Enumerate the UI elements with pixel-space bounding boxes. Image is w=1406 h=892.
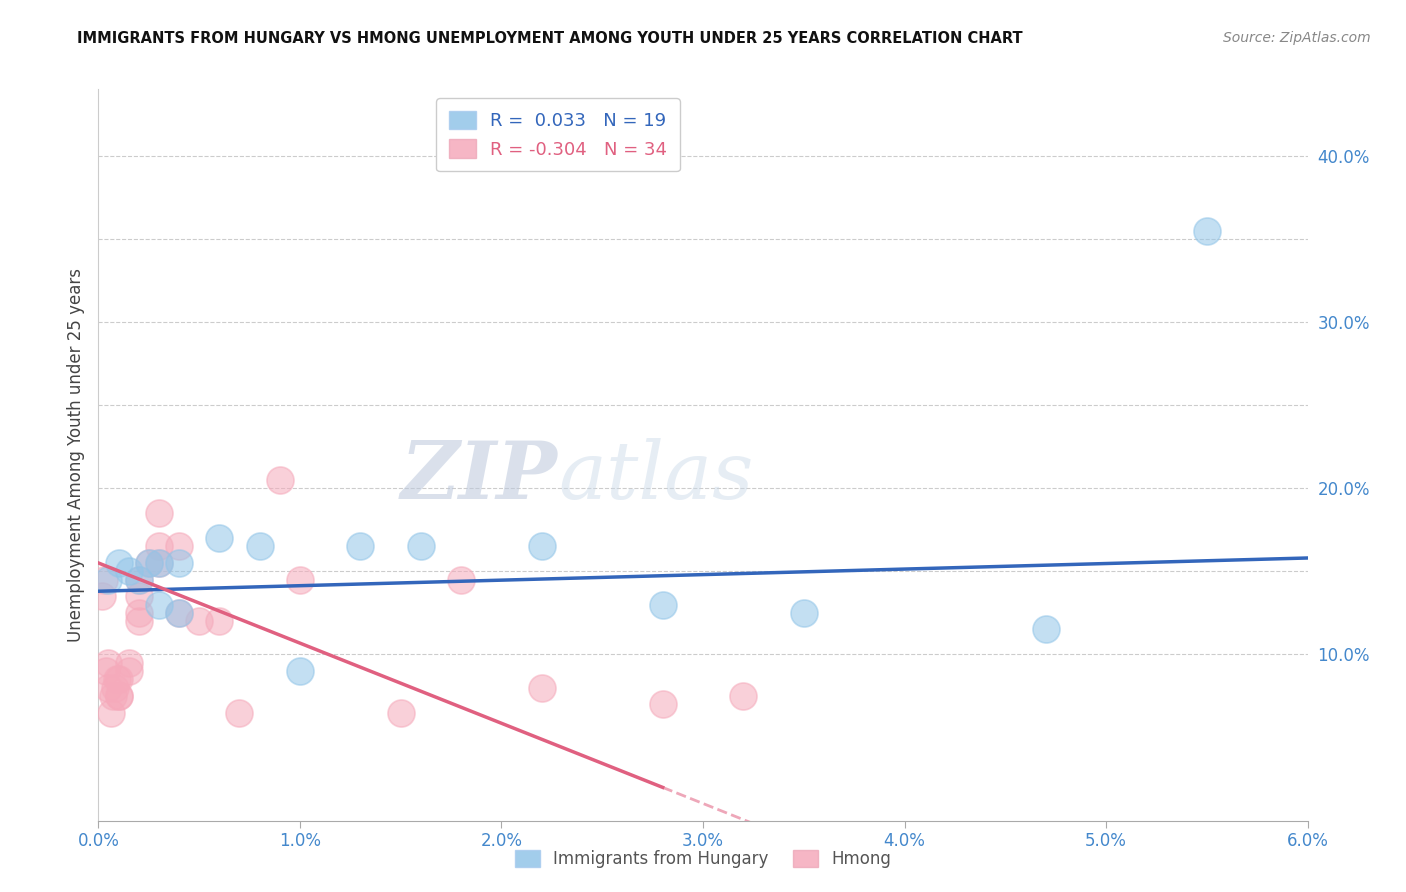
Point <box>107 689 129 703</box>
Point <box>128 573 150 587</box>
Point <box>288 573 311 587</box>
Point <box>148 506 170 520</box>
Point <box>93 573 115 587</box>
Point <box>148 556 170 570</box>
Text: ZIP: ZIP <box>401 438 558 516</box>
Point <box>249 539 271 553</box>
Point <box>530 539 553 553</box>
Point <box>128 589 150 603</box>
Point <box>793 606 815 620</box>
Point <box>269 473 291 487</box>
Point <box>733 689 755 703</box>
Point <box>97 681 120 695</box>
Point <box>91 589 114 603</box>
Legend: Immigrants from Hungary, Hmong: Immigrants from Hungary, Hmong <box>508 843 898 875</box>
Point <box>107 673 129 687</box>
Point <box>167 556 190 570</box>
Text: atlas: atlas <box>558 438 754 516</box>
Point <box>128 606 150 620</box>
Point <box>97 573 120 587</box>
Legend: R =  0.033   N = 19, R = -0.304   N = 34: R = 0.033 N = 19, R = -0.304 N = 34 <box>436 98 681 171</box>
Point <box>100 706 122 720</box>
Point <box>1035 623 1057 637</box>
Point <box>148 598 170 612</box>
Point <box>118 656 141 670</box>
Point <box>118 664 141 678</box>
Point <box>101 689 124 703</box>
Point <box>651 598 673 612</box>
Point <box>128 573 150 587</box>
Point <box>118 564 141 578</box>
Point <box>103 681 125 695</box>
Point <box>167 606 190 620</box>
Text: Source: ZipAtlas.com: Source: ZipAtlas.com <box>1223 31 1371 45</box>
Point <box>1195 223 1218 237</box>
Point <box>96 664 118 678</box>
Point <box>208 531 231 545</box>
Point <box>107 556 129 570</box>
Text: IMMIGRANTS FROM HUNGARY VS HMONG UNEMPLOYMENT AMONG YOUTH UNDER 25 YEARS CORRELA: IMMIGRANTS FROM HUNGARY VS HMONG UNEMPLO… <box>77 31 1024 46</box>
Point <box>389 706 412 720</box>
Point <box>128 614 150 628</box>
Point <box>105 673 128 687</box>
Point <box>228 706 250 720</box>
Point <box>167 539 190 553</box>
Point <box>409 539 432 553</box>
Point <box>288 664 311 678</box>
Point <box>138 556 160 570</box>
Point <box>148 539 170 553</box>
Point <box>107 689 129 703</box>
Point <box>188 614 211 628</box>
Point <box>167 606 190 620</box>
Y-axis label: Unemployment Among Youth under 25 years: Unemployment Among Youth under 25 years <box>66 268 84 642</box>
Point <box>651 698 673 712</box>
Point <box>349 539 371 553</box>
Point <box>450 573 472 587</box>
Point <box>148 556 170 570</box>
Point <box>208 614 231 628</box>
Point <box>97 656 120 670</box>
Point <box>530 681 553 695</box>
Point <box>138 556 160 570</box>
